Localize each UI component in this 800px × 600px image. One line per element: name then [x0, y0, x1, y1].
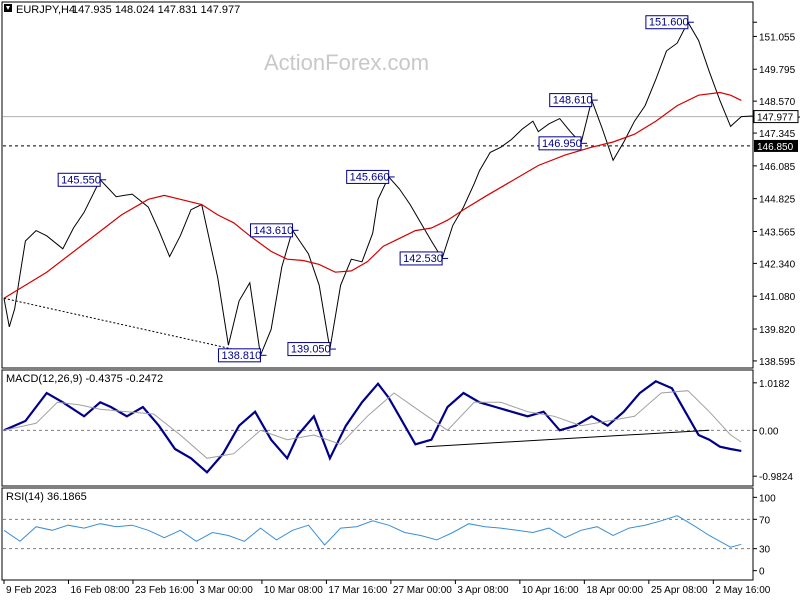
x-tick-label: 16 Feb 08:00 [70, 585, 129, 596]
support-level-label: 146.850 [757, 142, 794, 153]
price-ytick-label: 143.565 [759, 227, 796, 238]
price-header: EURJPY,H4 147.935 148.024 147.831 147.97… [4, 4, 240, 16]
price-ytick-label: 151.055 [759, 32, 796, 43]
macd-title: MACD(12,26,9) -0.4375 -0.2472 [6, 373, 163, 385]
price-ytick-label: 138.595 [759, 357, 796, 368]
ohlc-label: 147.935 148.024 147.831 147.977 [72, 4, 240, 16]
current-price-tag [753, 110, 799, 124]
rsi-ytick-label: 100 [759, 493, 776, 504]
swing-tag-label: 145.550 [61, 174, 101, 186]
price-series-ma [3, 91, 742, 299]
price-ytick-label: 144.825 [759, 195, 796, 206]
macd-ytick-label: 1.0182 [759, 379, 790, 390]
rsi-ytick-label: 30 [759, 545, 771, 556]
price-ytick-label: 142.340 [759, 259, 796, 270]
swing-tag-label: 148.610 [553, 95, 593, 107]
x-axis: 9 Feb 2023 16 Feb 08:00 23 Feb 16:00 3 Mar … [3, 580, 771, 596]
x-tick-label: 18 Apr 00:00 [586, 585, 643, 596]
x-tick-label: 23 Feb 16:00 [135, 585, 194, 596]
swing-tag-label: 138.810 [221, 350, 261, 362]
x-tick-label: 3 Apr 08:00 [457, 585, 509, 596]
macd-layer: 1.0182 0.00 -0.9824 [3, 379, 793, 483]
x-tick-label: 27 Mar 00:00 [393, 585, 452, 596]
x-tick-label: 10 Apr 16:00 [522, 585, 579, 596]
price-ytick-label: 146.085 [759, 162, 796, 173]
macd-ytick-label: -0.9824 [759, 472, 793, 483]
price-panel-frame [1, 1, 754, 369]
swing-tag-label: 146.950 [542, 138, 582, 150]
rsi-series-rsi [3, 515, 742, 548]
macd-panel-frame [1, 369, 754, 487]
x-tick-label: 9 Feb 2023 [6, 585, 57, 596]
support-level-tag [754, 139, 798, 152]
x-tick-label: 3 Mar 00:00 [199, 585, 253, 596]
rsi-title: RSI(14) 36.1865 [6, 491, 87, 503]
price-series-price [3, 21, 800, 358]
macd-series-signal [3, 390, 742, 459]
rsi-layer: 100 70 30 0 [3, 493, 776, 578]
swing-tag-label: 139.050 [291, 344, 331, 356]
rsi-ytick-label: 0 [759, 567, 765, 578]
x-tick-label: 10 Mar 08:00 [264, 585, 323, 596]
swing-tag-label: 151.600 [649, 17, 689, 29]
rsi-ytick-label: 70 [759, 515, 771, 526]
price-layer: 151.055 149.795 148.570 147.345 146.085 144.8… [3, 15, 800, 368]
x-tick-label: 2 May 16:00 [715, 585, 770, 596]
price-ytick-label: 139.820 [759, 325, 796, 336]
swing-tag-label: 142.530 [403, 253, 443, 265]
price-ytick-label: 148.570 [759, 97, 796, 108]
swing-tag-label: 143.610 [254, 225, 294, 237]
symbol-label: EURJPY,H4 [16, 4, 75, 16]
macd-series-trend [426, 429, 710, 448]
current-price-label: 147.977 [757, 113, 794, 124]
watermark: ActionForex.com [264, 50, 429, 75]
swing-tag-label: 145.660 [350, 171, 390, 183]
x-tick-label: 25 Apr 08:00 [651, 585, 708, 596]
chevron-down-icon [6, 6, 10, 10]
price-ytick-label: 147.345 [759, 129, 796, 140]
macd-ytick-label: 0.00 [759, 426, 779, 437]
x-tick-label: 17 Mar 16:00 [328, 585, 387, 596]
rsi-panel-frame [1, 487, 754, 581]
price-ytick-label: 141.080 [759, 292, 796, 303]
price-ytick-label: 149.795 [759, 65, 796, 76]
